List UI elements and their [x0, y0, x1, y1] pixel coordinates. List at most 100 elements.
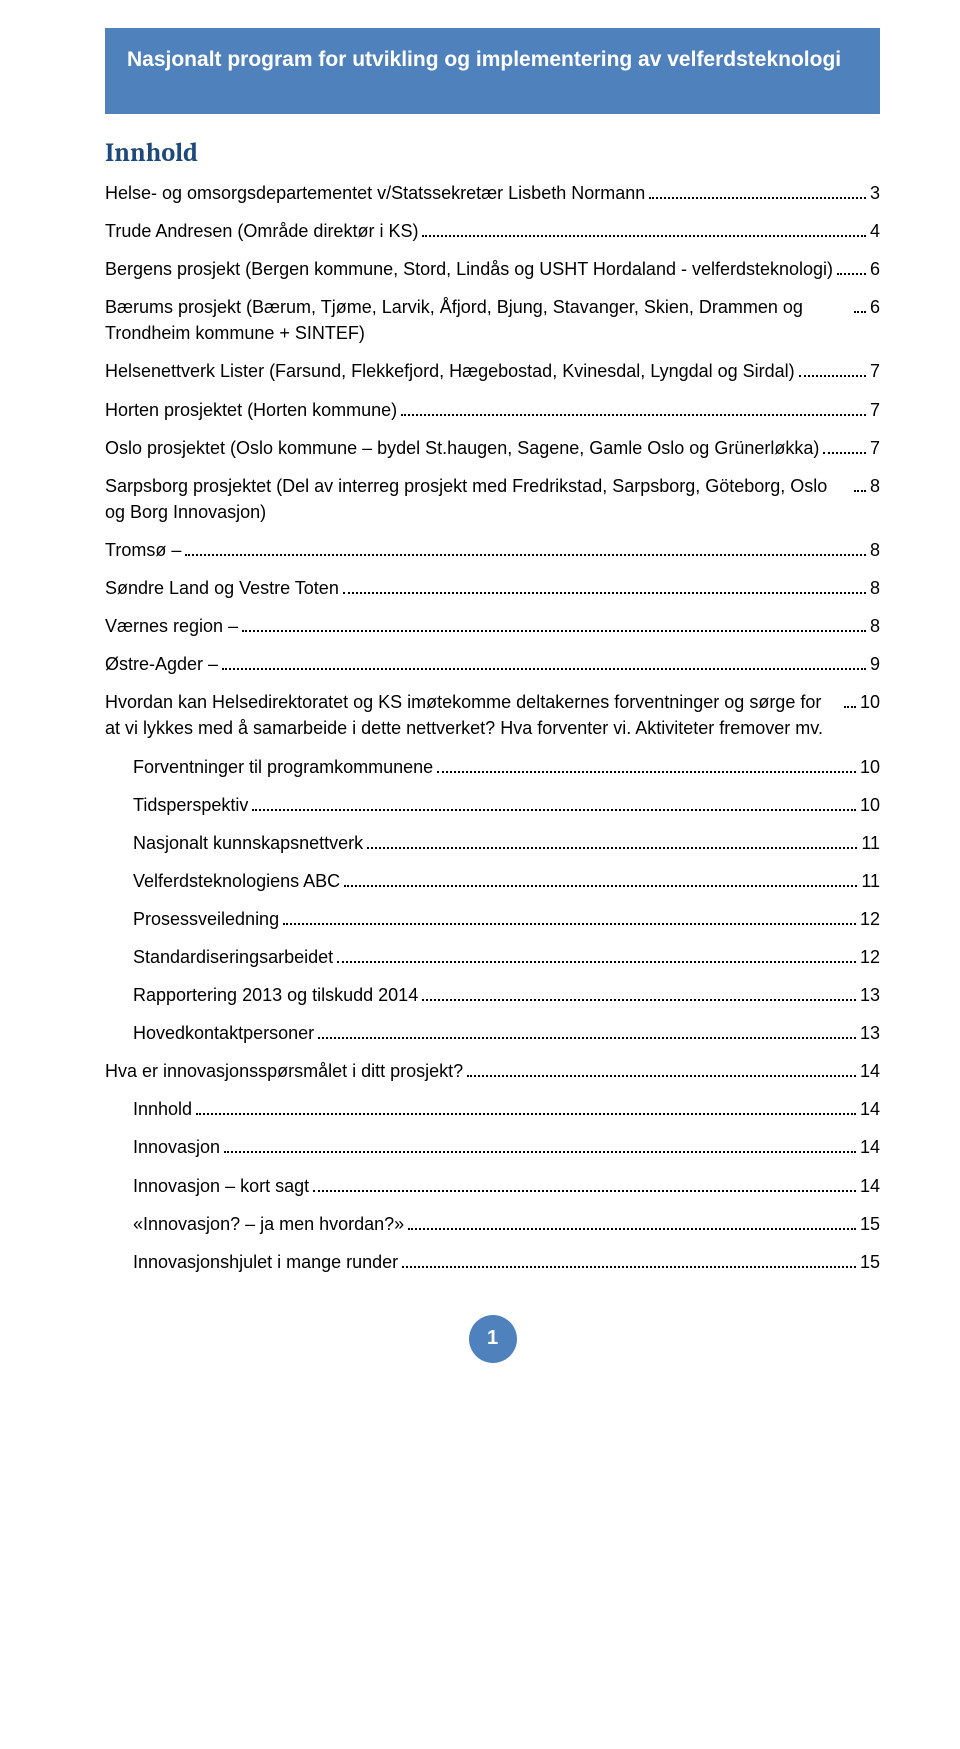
toc-entry-text: Helsenettverk Lister (Farsund, Flekkefjo… — [105, 358, 795, 384]
toc-entry-text: Velferdsteknologiens ABC — [133, 868, 340, 894]
toc-entry-page: 7 — [870, 358, 880, 384]
toc-leader-dots — [467, 1075, 856, 1077]
toc-entry-page: 14 — [860, 1096, 880, 1122]
toc-entry-page: 14 — [860, 1058, 880, 1084]
toc-entry-text: Tromsø – — [105, 537, 181, 563]
document-page: Nasjonalt program for utvikling og imple… — [0, 0, 960, 1403]
toc-entry[interactable]: «Innovasjon? – ja men hvordan?» 15 — [105, 1211, 880, 1237]
toc-leader-dots — [854, 490, 866, 492]
toc-entry-page: 13 — [860, 1020, 880, 1046]
toc-entry-page: 9 — [870, 651, 880, 677]
toc-entry-text: Horten prosjektet (Horten kommune) — [105, 397, 397, 423]
toc-leader-dots — [344, 885, 857, 887]
toc-entry-page: 11 — [861, 868, 880, 894]
toc-entry[interactable]: Velferdsteknologiens ABC 11 — [105, 868, 880, 894]
toc-leader-dots — [854, 311, 866, 313]
toc-leader-dots — [252, 809, 856, 811]
toc-entry-page: 13 — [860, 982, 880, 1008]
toc-entry-text: Helse- og omsorgsdepartementet v/Statsse… — [105, 180, 645, 206]
toc-entry[interactable]: Innovasjon – kort sagt 14 — [105, 1173, 880, 1199]
toc-entry[interactable]: Horten prosjektet (Horten kommune) 7 — [105, 397, 880, 423]
toc-heading: Innhold — [105, 138, 880, 168]
toc-entry[interactable]: Hovedkontaktpersoner 13 — [105, 1020, 880, 1046]
toc-leader-dots — [422, 235, 866, 237]
toc-entry[interactable]: Trude Andresen (Område direktør i KS) 4 — [105, 218, 880, 244]
toc-entry-text: Innhold — [133, 1096, 192, 1122]
toc-leader-dots — [185, 554, 866, 556]
toc-entry[interactable]: Forventninger til programkommunene 10 — [105, 754, 880, 780]
toc-leader-dots — [844, 706, 856, 708]
toc-entry-text: Trude Andresen (Område direktør i KS) — [105, 218, 418, 244]
toc-entry-page: 12 — [860, 944, 880, 970]
toc-entry-page: 6 — [870, 294, 880, 320]
toc-entry[interactable]: Tidsperspektiv 10 — [105, 792, 880, 818]
toc-entry-page: 14 — [860, 1134, 880, 1160]
toc-entry-text: «Innovasjon? – ja men hvordan?» — [133, 1211, 404, 1237]
toc-entry-text: Sarpsborg prosjektet (Del av interreg pr… — [105, 473, 850, 525]
toc-entry[interactable]: Oslo prosjektet (Oslo kommune – bydel St… — [105, 435, 880, 461]
toc-entry-page: 10 — [860, 792, 880, 818]
toc-entry-page: 8 — [870, 473, 880, 499]
toc-entry-text: Oslo prosjektet (Oslo kommune – bydel St… — [105, 435, 819, 461]
toc-leader-dots — [242, 630, 866, 632]
toc-entry-page: 3 — [870, 180, 880, 206]
toc-leader-dots — [823, 452, 866, 454]
toc-entry[interactable]: Nasjonalt kunnskapsnettverk 11 — [105, 830, 880, 856]
toc-leader-dots — [649, 197, 866, 199]
toc-entry-text: Bærums prosjekt (Bærum, Tjøme, Larvik, Å… — [105, 294, 850, 346]
toc-entry-text: Værnes region – — [105, 613, 238, 639]
toc-entry[interactable]: Bærums prosjekt (Bærum, Tjøme, Larvik, Å… — [105, 294, 880, 346]
toc-entry[interactable]: Hvordan kan Helsedirektoratet og KS imøt… — [105, 689, 880, 741]
toc-leader-dots — [313, 1190, 856, 1192]
toc-entry[interactable]: Prosessveiledning 12 — [105, 906, 880, 932]
toc-entry[interactable]: Standardiseringsarbeidet 12 — [105, 944, 880, 970]
toc-entry-text: Innovasjon – kort sagt — [133, 1173, 309, 1199]
toc-entry-page: 15 — [860, 1211, 880, 1237]
toc-leader-dots — [401, 414, 866, 416]
toc-leader-dots — [224, 1151, 856, 1153]
toc-entry-text: Innovasjonshjulet i mange runder — [133, 1249, 398, 1275]
toc-leader-dots — [408, 1228, 856, 1230]
page-banner: Nasjonalt program for utvikling og imple… — [105, 28, 880, 114]
toc-entry[interactable]: Bergens prosjekt (Bergen kommune, Stord,… — [105, 256, 880, 282]
toc-entry-page: 12 — [860, 906, 880, 932]
toc-entry-text: Søndre Land og Vestre Toten — [105, 575, 339, 601]
toc-leader-dots — [837, 273, 866, 275]
toc-leader-dots — [318, 1037, 856, 1039]
toc-entry[interactable]: Søndre Land og Vestre Toten 8 — [105, 575, 880, 601]
toc-entry-text: Hva er innovasjonsspørsmålet i ditt pros… — [105, 1058, 463, 1084]
toc-entry-page: 14 — [860, 1173, 880, 1199]
toc-entry[interactable]: Tromsø – 8 — [105, 537, 880, 563]
toc-entry-page: 11 — [861, 830, 880, 856]
toc-leader-dots — [422, 999, 856, 1001]
toc-leader-dots — [799, 375, 866, 377]
toc-leader-dots — [222, 668, 866, 670]
toc-entry[interactable]: Hva er innovasjonsspørsmålet i ditt pros… — [105, 1058, 880, 1084]
toc-leader-dots — [196, 1113, 856, 1115]
toc-entry[interactable]: Værnes region – 8 — [105, 613, 880, 639]
toc-entry[interactable]: Helse- og omsorgsdepartementet v/Statsse… — [105, 180, 880, 206]
toc-entry-page: 8 — [870, 537, 880, 563]
toc-entry-text: Tidsperspektiv — [133, 792, 248, 818]
toc-leader-dots — [337, 961, 856, 963]
toc-entry[interactable]: Østre-Agder – 9 — [105, 651, 880, 677]
toc-entry-page: 10 — [860, 754, 880, 780]
toc-list: Helse- og omsorgsdepartementet v/Statsse… — [105, 180, 880, 1275]
toc-entry[interactable]: Innhold 14 — [105, 1096, 880, 1122]
toc-entry-text: Nasjonalt kunnskapsnettverk — [133, 830, 363, 856]
toc-entry[interactable]: Innovasjonshjulet i mange runder 15 — [105, 1249, 880, 1275]
toc-entry[interactable]: Sarpsborg prosjektet (Del av interreg pr… — [105, 473, 880, 525]
page-number: 1 — [487, 1327, 498, 1350]
page-number-badge: 1 — [469, 1315, 517, 1363]
toc-entry-page: 8 — [870, 613, 880, 639]
toc-entry-page: 10 — [860, 689, 880, 715]
banner-title: Nasjonalt program for utvikling og imple… — [127, 48, 841, 71]
toc-entry[interactable]: Innovasjon 14 — [105, 1134, 880, 1160]
toc-entry-text: Innovasjon — [133, 1134, 220, 1160]
toc-entry[interactable]: Helsenettverk Lister (Farsund, Flekkefjo… — [105, 358, 880, 384]
toc-leader-dots — [283, 923, 856, 925]
toc-entry-text: Østre-Agder – — [105, 651, 218, 677]
toc-entry[interactable]: Rapportering 2013 og tilskudd 2014 13 — [105, 982, 880, 1008]
toc-entry-text: Rapportering 2013 og tilskudd 2014 — [133, 982, 418, 1008]
toc-leader-dots — [402, 1266, 856, 1268]
